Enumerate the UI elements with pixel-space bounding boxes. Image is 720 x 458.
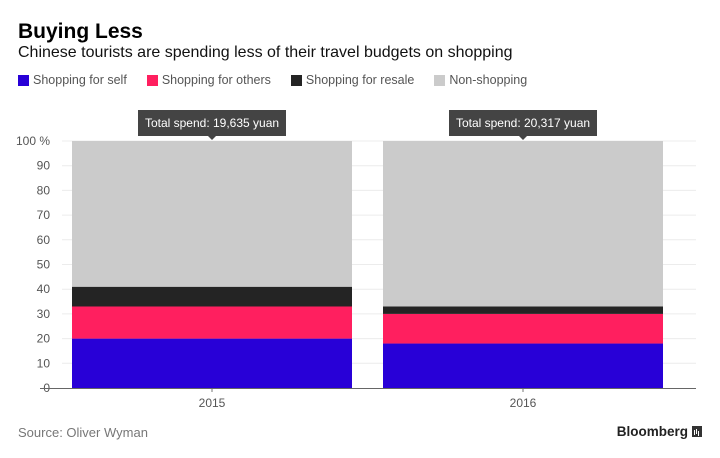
legend-item-non-shopping: Non-shopping <box>434 73 527 87</box>
legend-item-others: Shopping for others <box>146 73 271 87</box>
y-tick-label: 20 <box>37 332 51 346</box>
x-tick-label: 2015 <box>199 396 226 410</box>
brand-name: Bloomberg <box>616 424 688 439</box>
annotation-text: Total spend: 19,635 yuan <box>145 116 279 130</box>
legend-label-self: Shopping for self <box>33 73 127 87</box>
annotation-box <box>138 110 286 136</box>
bar-segment-non-shopping <box>383 141 663 307</box>
bar-segment-shopping-for-resale <box>72 286 352 307</box>
y-tick-label: 10 <box>37 356 51 370</box>
y-tick-label: 50 <box>37 258 51 272</box>
legend-swatch-self <box>18 74 29 86</box>
y-tick-label: 80 <box>37 183 51 197</box>
chart-title: Buying Less <box>18 20 143 43</box>
annotation-text: Total spend: 20,317 yuan <box>456 116 590 130</box>
legend-item-self: Shopping for self <box>18 73 127 87</box>
legend-label-others: Shopping for others <box>161 73 271 87</box>
source-note: Source: Oliver Wyman <box>18 425 148 440</box>
legend: Shopping for self Shopping for others Sh… <box>18 73 547 87</box>
annotation-box <box>449 110 597 136</box>
legend-item-resale: Shopping for resale <box>290 73 415 87</box>
chart-subtitle: Chinese tourists are spending less of th… <box>18 44 513 61</box>
bloomberg-chart-icon <box>692 426 702 437</box>
y-tick-label: 70 <box>37 208 51 222</box>
bar-segment-shopping-for-others <box>72 306 352 339</box>
y-tick-label: 90 <box>37 159 51 173</box>
y-tick-label: 100 % <box>16 134 50 148</box>
legend-label-non-shopping: Non-shopping <box>449 73 528 87</box>
annotation-pointer <box>208 136 216 140</box>
bar-segment-shopping-for-others <box>383 313 663 344</box>
y-tick-label: 60 <box>37 233 51 247</box>
y-tick-label: 30 <box>37 307 51 321</box>
legend-swatch-non-shopping <box>434 74 446 86</box>
legend-label-resale: Shopping for resale <box>305 73 415 87</box>
bar-segment-non-shopping <box>72 141 352 287</box>
y-tick-label: 40 <box>37 282 51 296</box>
annotation-pointer <box>519 136 527 140</box>
legend-swatch-resale <box>290 74 302 86</box>
legend-swatch-others <box>146 74 158 86</box>
brand-logo: Bloomberg <box>617 424 702 439</box>
bar-segment-shopping-for-self <box>383 343 663 388</box>
bar-segment-shopping-for-resale <box>383 306 663 314</box>
x-tick-label: 2016 <box>510 396 537 410</box>
bar-segment-shopping-for-self <box>72 338 352 388</box>
